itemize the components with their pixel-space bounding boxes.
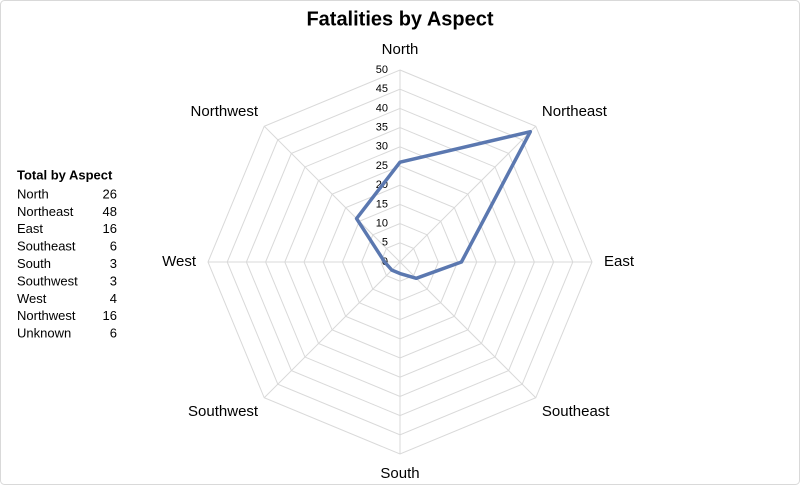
r-tick-label: 45 <box>376 83 388 95</box>
table-value: 4 <box>110 291 117 306</box>
table-label: Northeast <box>17 204 74 219</box>
table-value: 3 <box>110 273 117 288</box>
table-label: West <box>17 291 47 306</box>
r-tick-label: 50 <box>376 64 388 76</box>
spoke <box>263 261 401 399</box>
chart-title: Fatalities by Aspect <box>306 8 493 30</box>
series-line <box>354 129 533 281</box>
r-tick-label: 10 <box>376 218 388 230</box>
table-value: 3 <box>110 256 117 271</box>
table-value: 6 <box>110 326 117 341</box>
r-tick-label: 25 <box>376 160 388 172</box>
category-label: West <box>162 253 197 270</box>
table-value: 6 <box>110 239 117 254</box>
table-label: Unknown <box>17 326 71 341</box>
r-tick-label: 40 <box>376 102 388 114</box>
spoke <box>399 125 537 263</box>
spoke <box>263 125 401 263</box>
spoke <box>399 261 537 399</box>
category-label: South <box>380 465 419 482</box>
table-label: East <box>17 221 43 236</box>
table-title: Total by Aspect <box>17 167 113 182</box>
r-tick-label: 30 <box>376 141 388 153</box>
table-value: 26 <box>103 186 117 201</box>
r-tick-label: 15 <box>376 198 388 210</box>
table-label: Northwest <box>17 308 76 323</box>
category-label: Northeast <box>542 103 608 120</box>
category-label: Northwest <box>191 103 259 120</box>
table-label: Southwest <box>17 273 78 288</box>
r-tick-label: 5 <box>382 237 388 249</box>
category-label: North <box>382 41 419 58</box>
r-tick-label: 35 <box>376 122 388 134</box>
table-value: 16 <box>103 308 117 323</box>
table-value: 48 <box>103 204 117 219</box>
table-label: South <box>17 256 51 271</box>
category-label: Southwest <box>188 403 259 420</box>
table-label: Southeast <box>17 239 76 254</box>
category-label: East <box>604 253 635 270</box>
table-label: North <box>17 186 49 201</box>
category-label: Southeast <box>542 403 610 420</box>
table-value: 16 <box>103 221 117 236</box>
